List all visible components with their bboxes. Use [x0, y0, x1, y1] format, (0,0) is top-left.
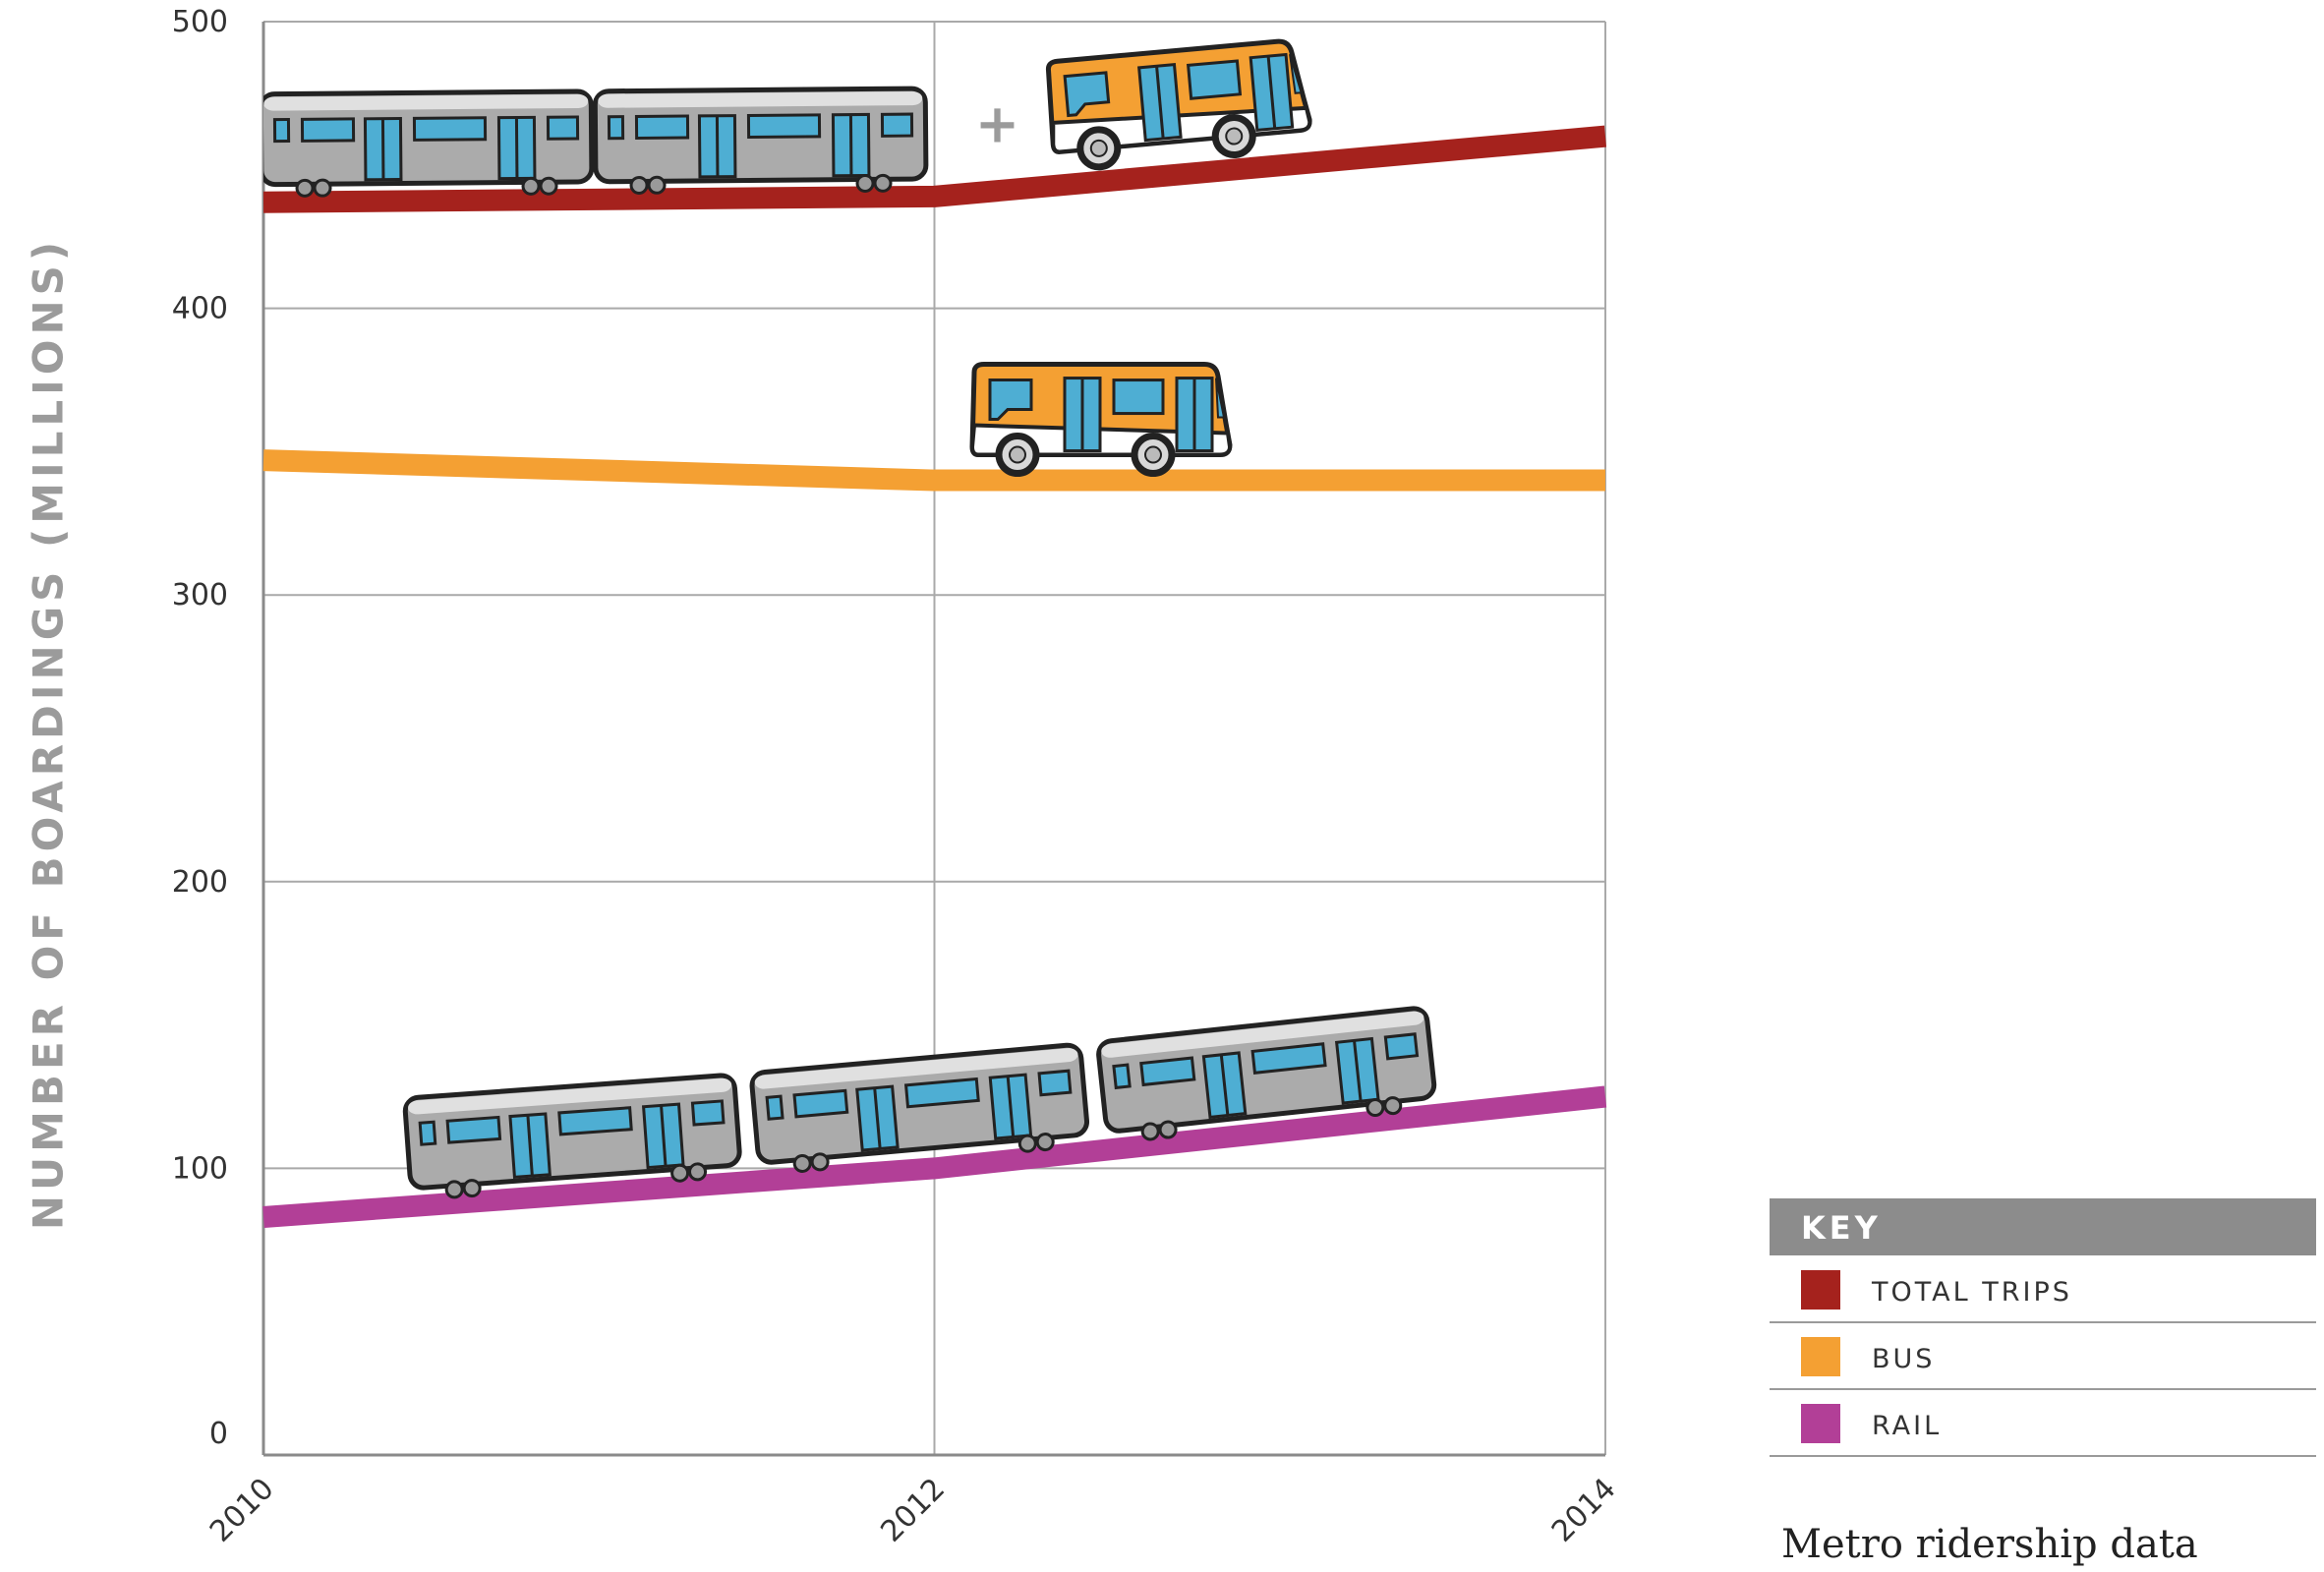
bus-line-bus-icon	[972, 365, 1230, 474]
plus-sign: +	[975, 92, 1019, 154]
y-axis-label: NUMBER OF BOARDINGS (MILLIONS)	[25, 237, 73, 1230]
y-tick-label: 300	[172, 578, 228, 612]
legend-swatch	[1801, 1337, 1840, 1376]
series-line-bus	[262, 449, 1605, 492]
legend-swatch	[1801, 1404, 1840, 1443]
y-tick-label: 400	[172, 292, 228, 326]
y-axis-label-group: NUMBER OF BOARDINGS (MILLIONS)	[25, 237, 73, 1230]
illustrations: +	[261, 39, 1436, 1200]
legend: KEY TOTAL TRIPS BUS RAIL	[1770, 1198, 2316, 1457]
legend-label: BUS	[1872, 1344, 1935, 1374]
series-line-total-trips	[262, 125, 1606, 213]
legend-label: RAIL	[1872, 1411, 1942, 1441]
y-tick-label: 100	[172, 1151, 228, 1186]
total-trips-train-icon	[261, 88, 926, 197]
y-tick-label: 200	[172, 865, 228, 900]
total-trips-bus-icon	[1046, 39, 1312, 171]
x-tick-label: 2010	[203, 1472, 281, 1549]
legend-label: TOTAL TRIPS	[1871, 1277, 2072, 1308]
y-tick-label: 0	[209, 1417, 228, 1451]
series-line-rail	[262, 1085, 1607, 1228]
x-tick-label: 2014	[1545, 1472, 1623, 1549]
legend-header	[1770, 1198, 2316, 1255]
legend-title: KEY	[1801, 1209, 1882, 1247]
rail-car-icon	[261, 91, 592, 197]
tick-labels: 0 100 200 300 400 500 2010 2012 2014	[172, 5, 1623, 1549]
caption: Metro ridership data	[1781, 1522, 2198, 1567]
legend-swatch	[1801, 1270, 1840, 1310]
series-lines	[262, 125, 1607, 1228]
y-tick-label: 500	[172, 5, 228, 39]
grid	[261, 21, 1606, 1457]
rail-car-icon	[595, 88, 926, 194]
x-tick-label: 2012	[874, 1472, 952, 1549]
